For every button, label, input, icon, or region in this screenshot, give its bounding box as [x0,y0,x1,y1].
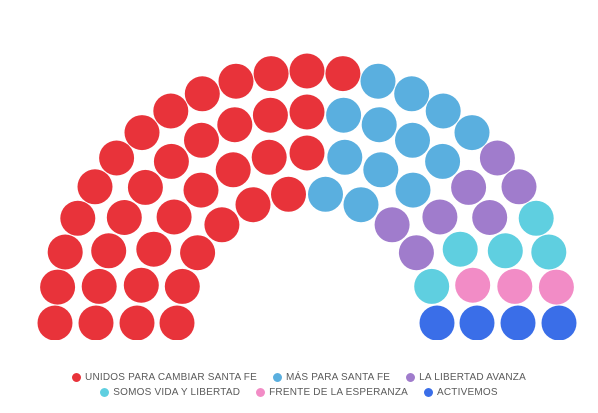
legend-item: MÁS PARA SANTA FE [272,372,391,383]
seat-35 [289,94,325,130]
seat-12 [136,231,172,267]
seat-68 [500,305,536,340]
legend-item: UNIDOS PARA CAMBIAR SANTA FE [72,372,257,383]
seat-65 [538,269,574,305]
seat-17 [127,169,163,205]
seat-1 [37,305,73,340]
seat-47 [425,93,461,129]
seat-61 [531,234,567,270]
seat-4 [159,305,195,340]
seat-33 [271,176,306,212]
seat-7 [123,267,159,303]
seat-30 [251,139,287,175]
legend-dot-icon [406,373,416,382]
legend-item: SOMOS VIDA Y LIBERTAD [100,387,240,398]
seat-13 [106,200,142,235]
seat-66 [541,305,577,340]
legend-label: MÁS PARA SANTA FE [285,372,391,383]
seat-57 [472,200,508,235]
seat-8 [47,234,83,270]
seat-58 [442,231,478,267]
seat-40 [327,139,363,175]
seat-2 [78,305,114,340]
seat-38 [308,176,343,212]
seat-29 [218,63,254,99]
seat-28 [217,107,253,143]
seat-43 [394,76,430,112]
legend-dot-icon [256,388,266,397]
seat-50 [454,115,490,151]
seat-55 [501,169,537,205]
seat-10 [91,233,127,269]
seat-25 [215,152,251,188]
legend-label: UNIDOS PARA CAMBIAR SANTA FE [85,372,257,383]
seat-54 [422,199,458,235]
seat-56 [398,235,434,271]
seat-46 [395,122,430,158]
seat-59 [518,200,554,236]
legend-item: LA LIBERTAD AVANZA [406,372,526,383]
seat-32 [253,56,289,92]
seat-51 [374,207,410,243]
seat-39 [326,97,362,133]
legend-label: LA LIBERTAD AVANZA [419,372,526,383]
seat-16 [156,199,192,235]
seat-67 [419,305,455,340]
seat-23 [153,93,189,129]
seat-37 [325,56,361,92]
seat-42 [361,107,397,143]
seat-27 [235,187,271,223]
legend-dot-icon [424,388,434,397]
seat-62 [414,268,450,304]
legend-dot-icon [100,388,110,397]
seat-20 [204,207,240,243]
seat-49 [425,143,461,179]
seat-9 [164,268,200,304]
seat-34 [289,53,325,89]
seat-31 [252,97,288,133]
seat-64 [497,268,533,304]
seat-53 [451,169,487,205]
seat-3 [119,305,155,340]
seat-21 [153,143,189,179]
seat-45 [363,152,399,188]
seat-48 [395,172,431,208]
seat-41 [360,63,396,99]
seat-11 [60,200,96,236]
seat-36 [289,135,325,171]
seat-52 [479,140,515,176]
parliament-seat-chart [37,53,577,340]
legend-label: FRENTE DE LA ESPERANZA [269,387,409,398]
seat-24 [184,122,219,158]
seat-60 [487,233,523,269]
legend-dot-icon [72,373,82,382]
legend-item: FRENTE DE LA ESPERANZA [256,387,408,398]
seat-14 [77,169,113,205]
seat-19 [124,115,160,151]
seat-26 [184,76,220,112]
seat-44 [343,187,379,223]
legend-label: SOMOS VIDA Y LIBERTAD [113,387,241,398]
seat-69 [459,305,495,340]
legend-item: ACTIVEMOS [424,387,498,398]
legend-dot-icon [272,373,282,382]
seat-22 [183,172,219,208]
seat-6 [81,268,117,304]
legend-label: ACTIVEMOS [437,387,498,398]
seat-5 [40,269,76,305]
seat-15 [180,235,216,271]
legend: UNIDOS PARA CAMBIAR SANTA FE MÁS PARA SAN… [40,372,558,398]
seat-63 [455,267,491,303]
seat-18 [99,140,135,176]
